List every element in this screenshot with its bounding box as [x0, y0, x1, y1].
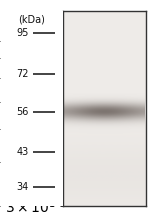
- Text: 95: 95: [17, 28, 29, 38]
- Text: 34: 34: [17, 182, 29, 192]
- Text: 56: 56: [17, 107, 29, 117]
- Text: 43: 43: [17, 147, 29, 157]
- Text: 72: 72: [16, 69, 29, 79]
- Text: (kDa): (kDa): [18, 15, 45, 25]
